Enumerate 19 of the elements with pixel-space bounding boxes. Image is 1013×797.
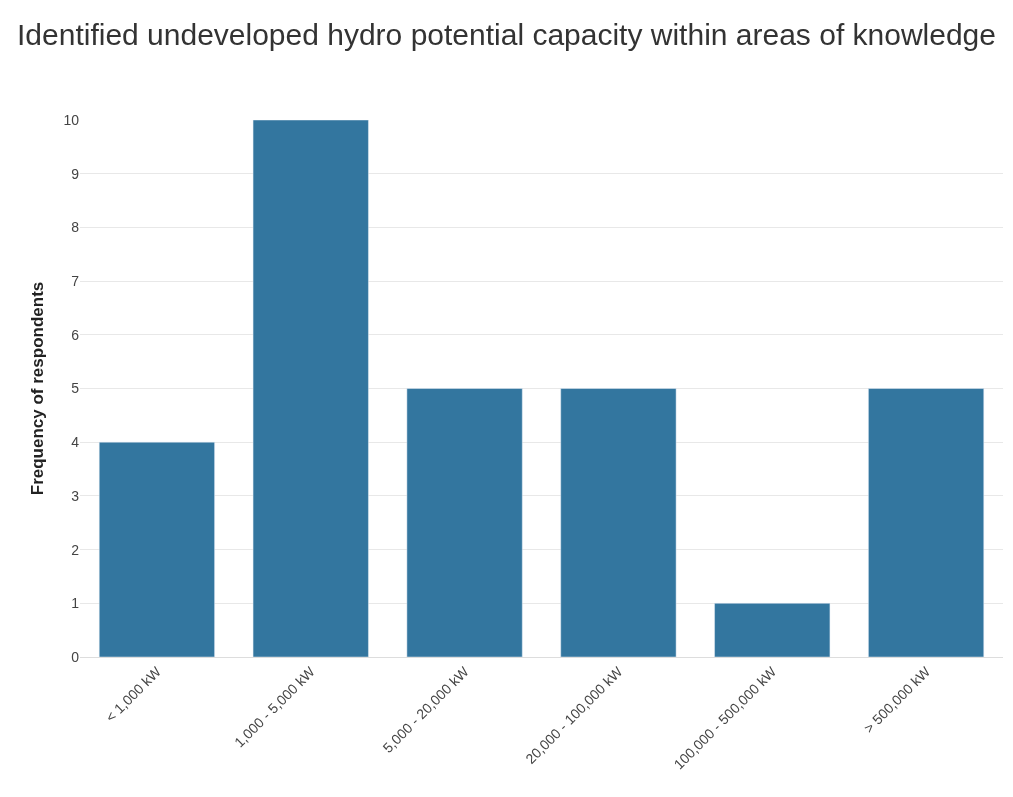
y-tick-label: 3 <box>71 487 80 504</box>
y-tick-label: 6 <box>71 326 80 343</box>
y-tick-label: 10 <box>63 111 80 128</box>
bar <box>252 120 369 657</box>
y-tick-label: 8 <box>71 219 80 236</box>
bar <box>406 388 523 657</box>
bar <box>560 388 677 657</box>
y-axis-title: Frequency of respondents <box>27 281 47 496</box>
bar <box>714 603 831 657</box>
bar <box>98 441 215 657</box>
y-tick-label: 4 <box>71 434 80 451</box>
y-tick-label: 2 <box>71 541 80 558</box>
y-tick-label: 7 <box>71 273 80 289</box>
y-tick-label: 9 <box>71 165 80 182</box>
bar <box>868 388 985 657</box>
y-tick-label: 5 <box>71 380 80 397</box>
chart-title: Identified undeveloped hydro potential capacity within areas of knowledge <box>17 17 996 51</box>
y-tick-label: 0 <box>71 648 80 665</box>
y-tick-label: 1 <box>71 595 80 612</box>
